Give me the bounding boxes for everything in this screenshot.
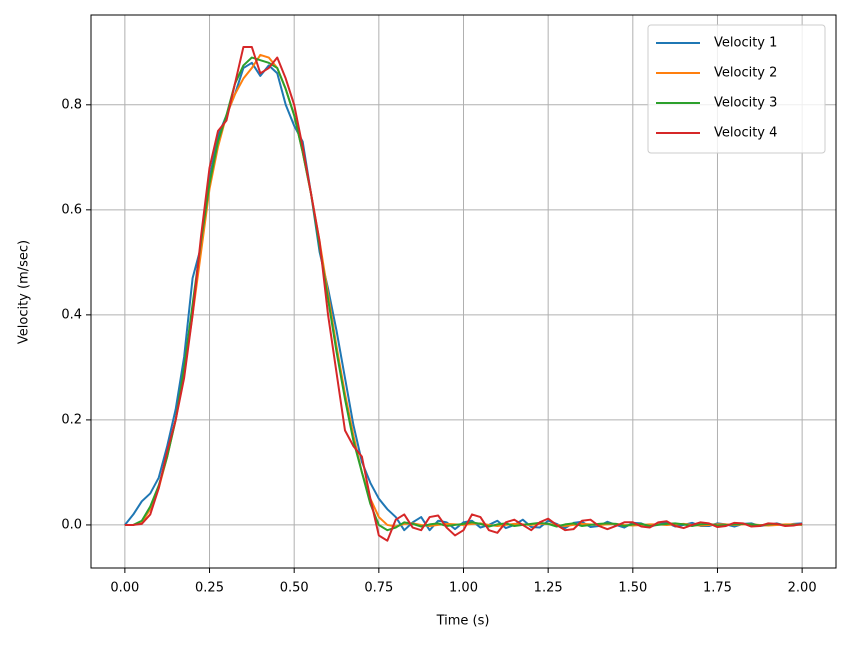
x-tick-label: 0.75 bbox=[364, 581, 393, 596]
legend-label: Velocity 4 bbox=[714, 126, 777, 141]
legend-label: Velocity 1 bbox=[714, 36, 777, 51]
y-tick-label: 0.0 bbox=[61, 517, 82, 532]
y-axis-label: Velocity (m/sec) bbox=[17, 240, 32, 344]
x-tick-label: 1.75 bbox=[703, 581, 732, 596]
y-tick-label: 0.2 bbox=[61, 412, 82, 427]
y-tick-label: 0.6 bbox=[61, 202, 82, 217]
legend-box bbox=[647, 24, 826, 154]
x-axis-label: Time (s) bbox=[436, 614, 490, 629]
legend-label: Velocity 2 bbox=[714, 66, 777, 81]
legend-label: Velocity 3 bbox=[714, 96, 777, 111]
x-tick-label: 1.00 bbox=[449, 581, 478, 596]
x-tick-label: 2.00 bbox=[788, 581, 817, 596]
y-tick-label: 0.8 bbox=[61, 97, 82, 112]
x-tick-label: 1.25 bbox=[534, 581, 563, 596]
x-tick-label: 0.00 bbox=[110, 581, 139, 596]
x-tick-label: 1.50 bbox=[618, 581, 647, 596]
plot-frame bbox=[90, 14, 837, 569]
data-line bbox=[124, 46, 803, 542]
y-tick-label: 0.4 bbox=[61, 307, 82, 322]
x-tick-label: 0.25 bbox=[195, 581, 224, 596]
data-line bbox=[124, 61, 803, 532]
x-tick-label: 0.50 bbox=[280, 581, 309, 596]
